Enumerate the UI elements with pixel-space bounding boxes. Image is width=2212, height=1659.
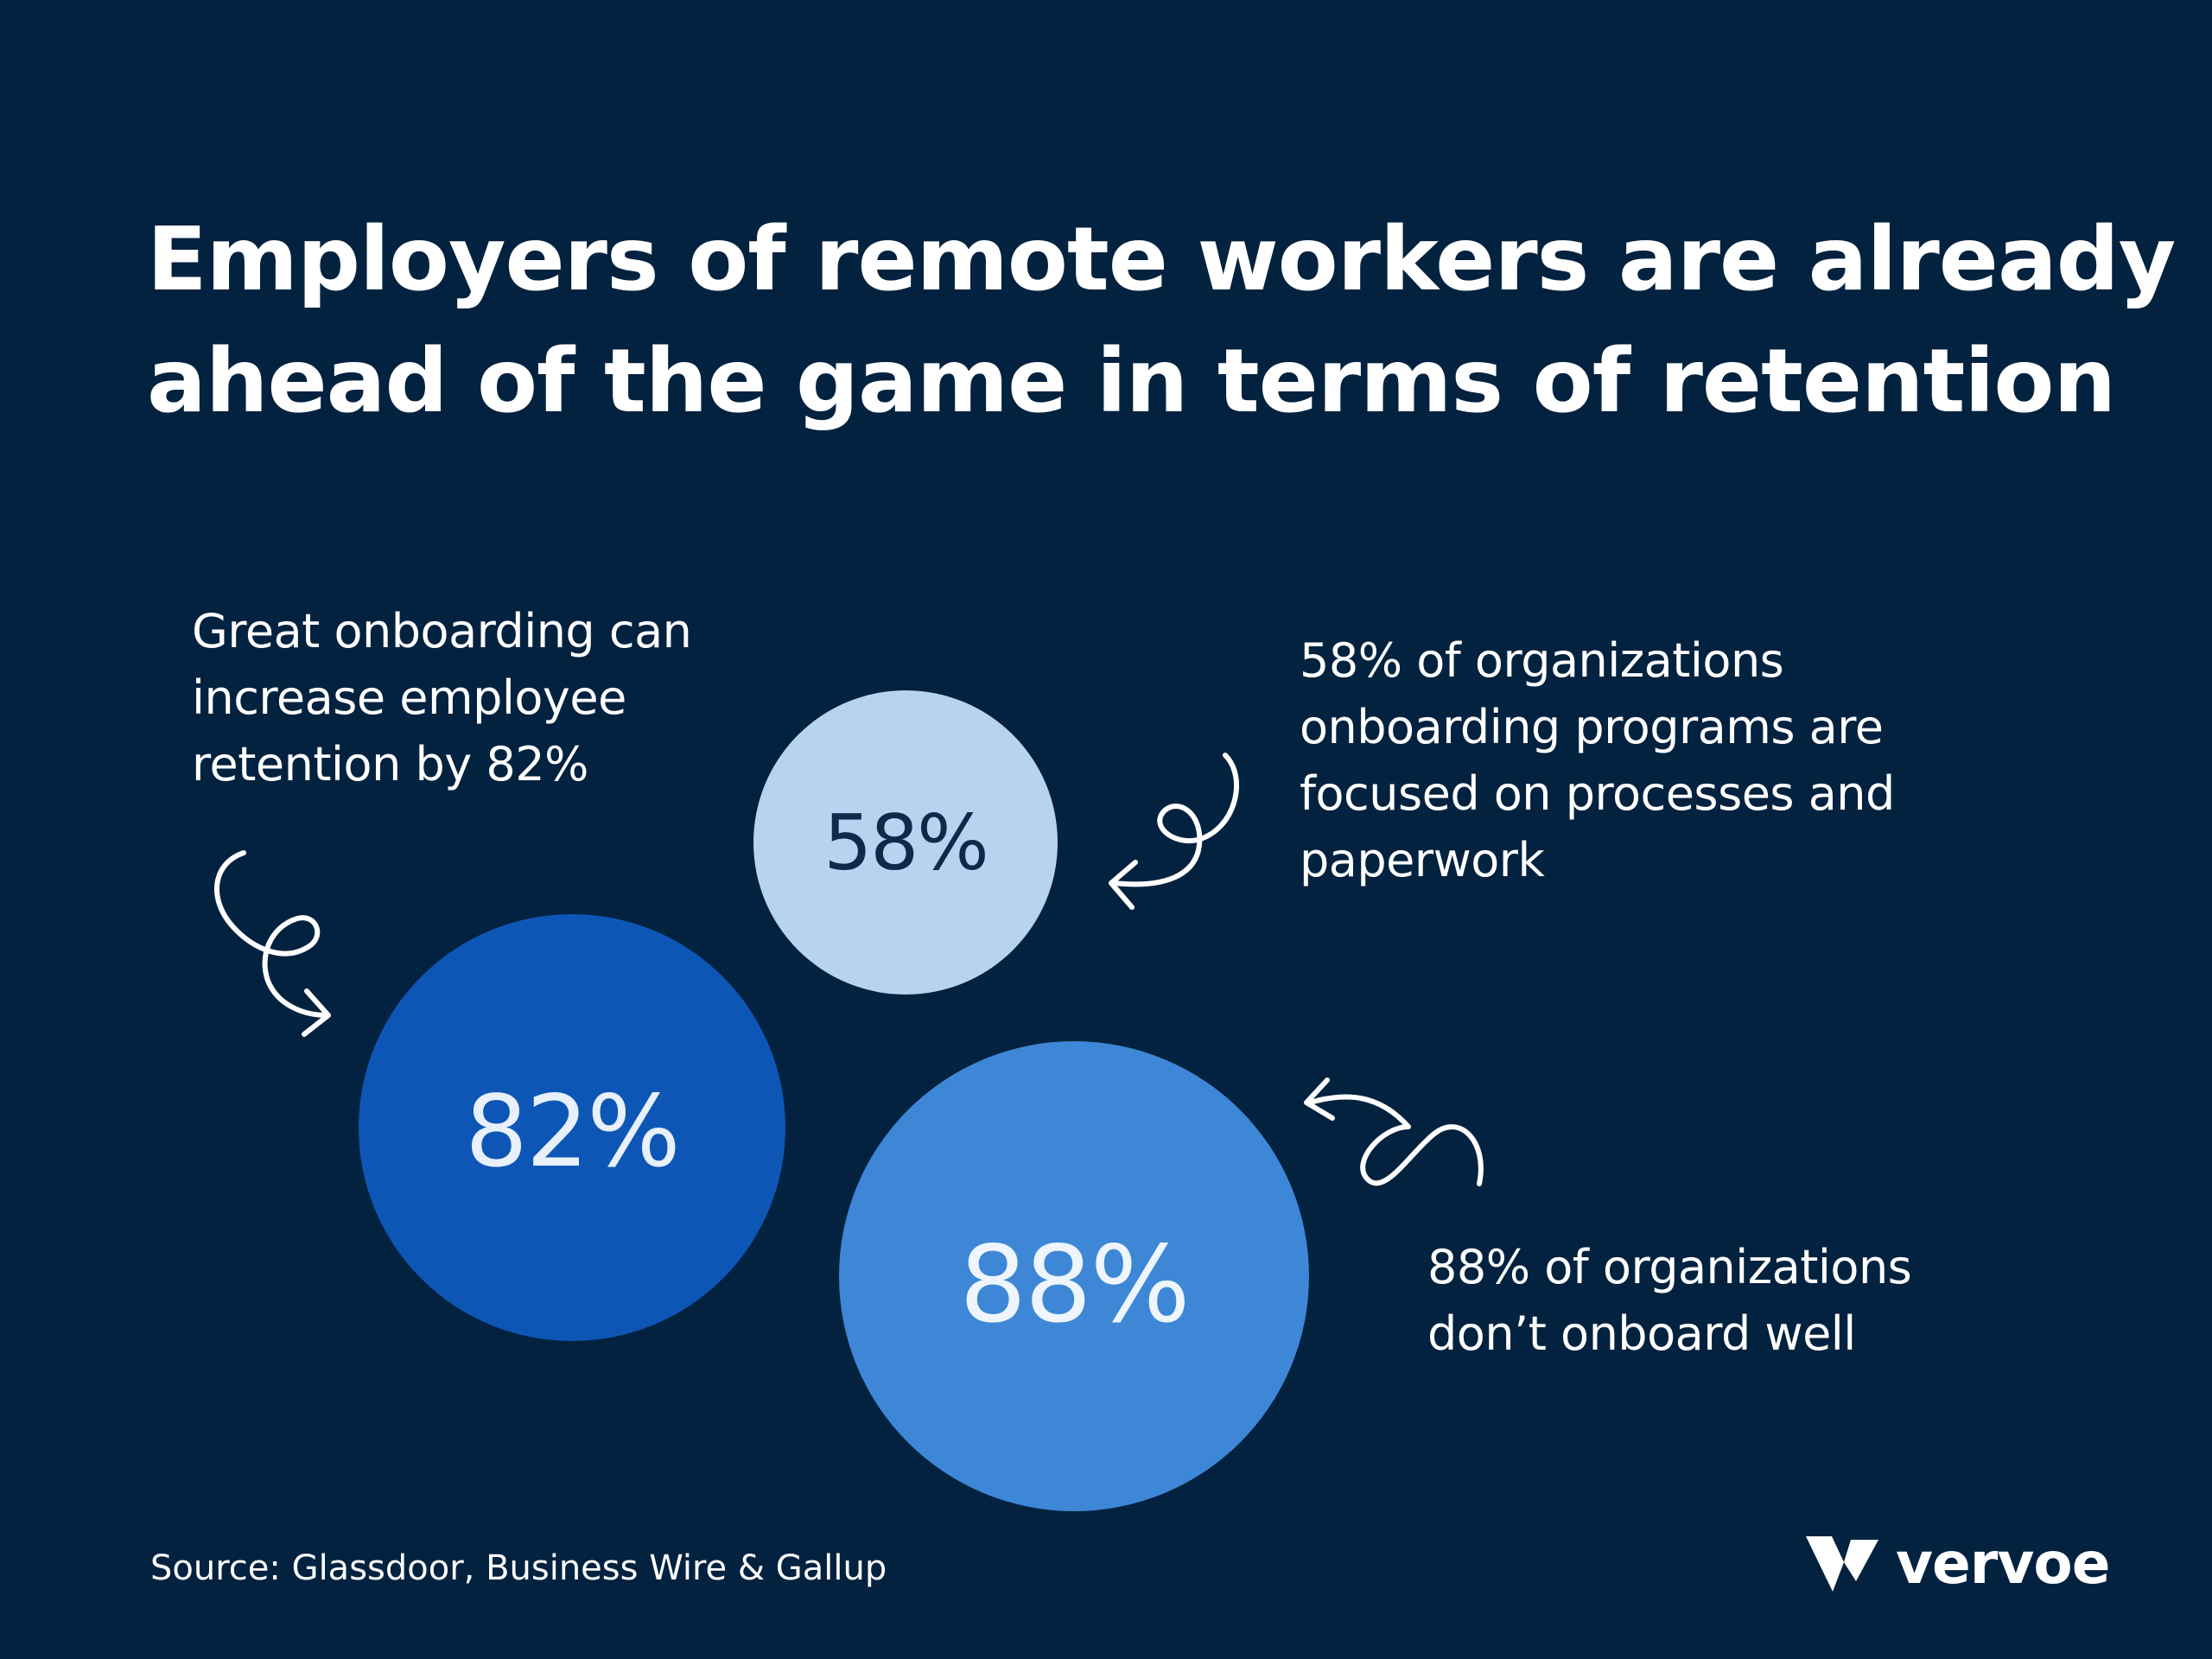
caption-58-line-3: focused on processes and xyxy=(1300,766,1895,821)
stat-value-88: 88% xyxy=(959,1224,1190,1346)
title-line-2: ahead of the game in terms of retention xyxy=(147,330,2116,433)
vervoe-logo-icon xyxy=(1806,1536,1878,1592)
caption-88-line-2: don’t onboard well xyxy=(1427,1306,1856,1361)
stat-value-82: 82% xyxy=(465,1073,680,1189)
brand-name: vervoe xyxy=(1896,1530,2110,1597)
source-note: Source: Glassdoor, Business Wire & Gallu… xyxy=(150,1548,887,1588)
stat-bubble-58: 58% xyxy=(753,690,1058,995)
caption-82-line-3: retention by 82% xyxy=(192,737,588,791)
stat-bubble-82: 82% xyxy=(359,914,785,1341)
stat-bubble-88: 88% xyxy=(839,1041,1309,1511)
title-line-1: Employers of remote workers are already xyxy=(147,208,2176,311)
caption-82: Great onboarding can increase employee r… xyxy=(192,598,692,798)
curly-arrow-icon xyxy=(214,850,331,1037)
brand-logo: vervoe xyxy=(1806,1529,2110,1599)
curly-arrow-icon xyxy=(1304,1077,1484,1186)
caption-58-line-2: onboarding programs are xyxy=(1300,700,1884,754)
caption-88-line-1: 88% of organizations xyxy=(1427,1240,1912,1294)
caption-82-line-1: Great onboarding can xyxy=(192,604,692,658)
caption-58-line-4: paperwork xyxy=(1300,833,1545,887)
caption-58: 58% of organizations onboarding programs… xyxy=(1300,627,1895,893)
curly-arrow-icon xyxy=(1109,753,1240,910)
stat-value-58: 58% xyxy=(823,798,989,887)
page-title: Employers of remote workers are already … xyxy=(147,199,2176,442)
caption-88: 88% of organizations don’t onboard well xyxy=(1427,1234,1912,1367)
caption-58-line-1: 58% of organizations xyxy=(1300,633,1784,688)
caption-82-line-2: increase employee xyxy=(192,671,626,725)
